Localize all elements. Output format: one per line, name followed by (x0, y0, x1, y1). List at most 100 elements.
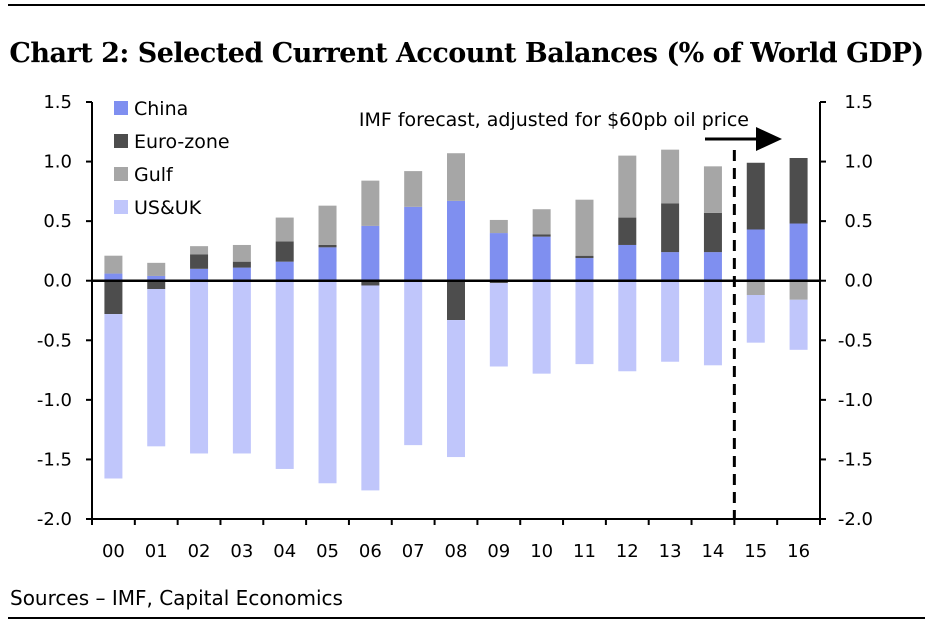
x-tick-label: 06 (359, 541, 382, 562)
bar-china-04 (275, 261, 294, 281)
bar-china-06 (361, 225, 380, 281)
x-tick-label: 13 (659, 541, 682, 562)
bar-us-uk-02 (190, 280, 209, 454)
bar-us-uk-05 (318, 280, 337, 484)
bar-euro-zone-05 (318, 244, 337, 248)
bar-us-uk-12 (618, 280, 637, 372)
bar-euro-zone-11 (575, 255, 594, 259)
bar-us-uk-00 (104, 314, 123, 479)
bar-euro-zone-15 (746, 162, 765, 230)
bar-china-12 (618, 244, 637, 281)
bar-euro-zone-08 (447, 280, 465, 321)
x-tick-label: 16 (787, 541, 810, 562)
y-tick-label-left: 1.5 (43, 92, 72, 113)
bar-gulf-15 (746, 280, 765, 296)
bar-us-uk-15 (746, 295, 765, 343)
bar-euro-zone-14 (703, 212, 722, 253)
bar-china-13 (661, 252, 680, 281)
x-tick-label: 02 (188, 541, 211, 562)
bar-euro-zone-00 (104, 280, 123, 315)
legend-swatch (114, 200, 128, 214)
y-tick-label-right: 0.0 (844, 271, 873, 292)
legend-label: Euro-zone (134, 131, 230, 153)
legend-swatch (114, 167, 128, 181)
bar-euro-zone-13 (661, 203, 680, 253)
y-tick-label-right: 1.0 (844, 152, 873, 173)
bar-gulf-03 (232, 244, 251, 262)
bar-china-11 (575, 258, 594, 281)
bar-us-uk-04 (275, 280, 294, 469)
x-tick-label: 09 (487, 541, 510, 562)
bottom-rule (8, 617, 925, 619)
bar-euro-zone-10 (532, 234, 551, 237)
bar-china-01 (147, 275, 166, 281)
x-tick-label: 08 (445, 541, 468, 562)
x-tick-label: 10 (530, 541, 553, 562)
x-tick-label: 11 (573, 541, 596, 562)
bar-gulf-11 (575, 199, 594, 256)
forecast-annotation: IMF forecast, adjusted for $60pb oil pri… (359, 109, 749, 131)
bar-china-15 (746, 229, 765, 281)
bar-us-uk-07 (404, 280, 423, 446)
bar-us-uk-03 (232, 280, 251, 454)
bar-gulf-12 (618, 155, 637, 218)
bar-gulf-00 (104, 255, 123, 274)
bar-china-07 (404, 206, 423, 281)
axes-layer: 1.5 1.5 1.0 1.0 0.5 0.5 0.0 0.0 -0.5 -0.5 -1.0 -1.0… (37, 92, 873, 562)
bar-us-uk-13 (661, 280, 680, 362)
y-tick-label-left: -1.5 (37, 449, 72, 470)
x-tick-label: 01 (145, 541, 168, 562)
x-tick-label: 04 (273, 541, 296, 562)
bar-us-uk-01 (147, 289, 166, 447)
y-tick-label-right: -1.5 (838, 449, 873, 470)
x-tick-label: 15 (744, 541, 767, 562)
y-tick-label-right: 0.5 (844, 211, 873, 232)
bar-china-14 (703, 252, 722, 281)
bar-gulf-13 (661, 149, 680, 204)
legend-swatch (114, 134, 128, 148)
y-tick-label-right: -1.0 (838, 390, 873, 411)
x-tick-label: 07 (402, 541, 425, 562)
bar-gulf-08 (447, 153, 465, 201)
legend-swatch (114, 101, 128, 115)
legend-label: US&UK (134, 197, 202, 219)
bar-euro-zone-04 (275, 241, 294, 262)
overlay-layer: IMF forecast, adjusted for $60pb oil pri… (92, 98, 820, 519)
bar-us-uk-11 (575, 280, 594, 365)
y-tick-label-left: -2.0 (37, 509, 72, 530)
bar-china-09 (489, 233, 508, 281)
bar-us-uk-08 (447, 320, 465, 458)
bar-euro-zone-02 (190, 254, 209, 269)
bars-layer (104, 149, 808, 491)
chart-area: 1.5 1.5 1.0 1.0 0.5 0.5 0.0 0.0 -0.5 -0.5 -1.0 -1.0… (37, 92, 873, 562)
bar-china-10 (532, 236, 551, 281)
y-tick-label-right: -2.0 (838, 509, 873, 530)
bar-china-02 (190, 268, 209, 281)
y-tick-label-left: -1.0 (37, 390, 72, 411)
bar-euro-zone-16 (789, 157, 808, 224)
bar-china-16 (789, 223, 808, 281)
bar-euro-zone-06 (361, 280, 380, 286)
bar-gulf-05 (318, 205, 337, 245)
forecast-arrow-icon (756, 127, 782, 151)
bar-euro-zone-12 (618, 217, 637, 245)
legend-label: China (134, 98, 188, 120)
bar-gulf-10 (532, 209, 551, 235)
x-tick-label: 05 (316, 541, 339, 562)
bar-china-03 (232, 267, 251, 281)
bar-us-uk-06 (361, 285, 380, 491)
y-tick-label-right: -0.5 (838, 330, 873, 351)
bar-china-00 (104, 273, 123, 281)
y-tick-label-right: 1.5 (844, 92, 873, 113)
bar-china-08 (447, 200, 465, 281)
x-tick-label: 12 (616, 541, 639, 562)
bar-gulf-01 (147, 262, 166, 276)
top-rule (8, 4, 925, 6)
bar-us-uk-14 (703, 280, 722, 366)
bar-gulf-16 (789, 280, 808, 300)
bar-us-uk-16 (789, 299, 808, 350)
chart-title: Chart 2: Selected Current Account Balanc… (9, 38, 924, 69)
y-tick-label-left: 0.0 (43, 271, 72, 292)
y-tick-label-left: 0.5 (43, 211, 72, 232)
x-tick-label: 03 (230, 541, 253, 562)
